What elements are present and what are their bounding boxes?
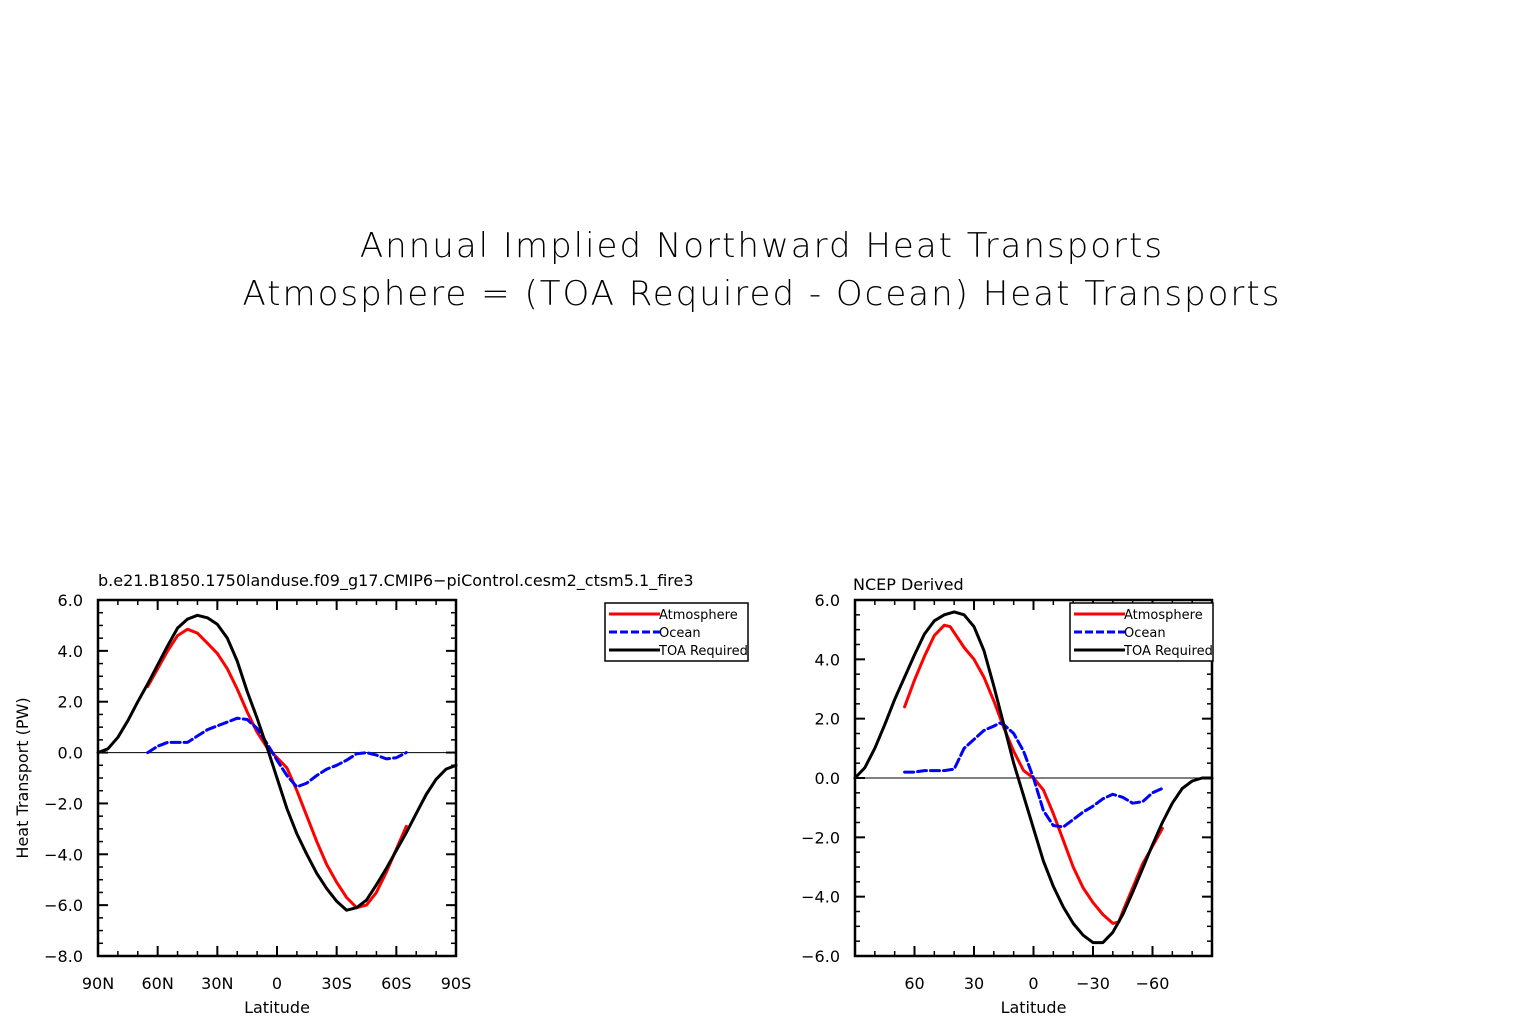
series-line-ocean: [903, 721, 1164, 829]
y-tick-label: 2.0: [815, 710, 840, 729]
y-tick-label: −6.0: [44, 896, 83, 915]
chart-title: b.e21.B1850.1750landuse.f09_g17.CMIP6−pi…: [98, 571, 694, 591]
plot-frame: [96, 598, 458, 958]
y-tick-label: −8.0: [44, 947, 83, 966]
y-tick-label: 0.0: [58, 744, 83, 763]
x-tick-label: 0: [272, 974, 282, 993]
chart-model: 6.0 4.0 2.0 0.0 −2.0 −4.0 −6.0 −8.0 90N 60N 30N 0 30…: [13, 571, 749, 1017]
legend-label: Atmosphere: [1124, 608, 1203, 623]
x-tick-label: 90N: [82, 974, 114, 993]
legend-label: TOA Required: [658, 644, 748, 659]
x-tick-label: 60S: [381, 974, 412, 993]
y-tick-label: 0.0: [815, 769, 840, 788]
x-tick-label: 60N: [142, 974, 174, 993]
x-axis-label: Latitude: [1001, 998, 1067, 1017]
page-title: Annual Implied Northward Heat Transports…: [0, 222, 1524, 318]
x-tick-label: −30: [1076, 974, 1110, 993]
chart-ncep: 6.0 4.0 2.0 0.0 −2.0 −4.0 −6.0 60 30 0 −30 −60 NCEP …: [801, 575, 1214, 1017]
series-line-toa-required: [96, 613, 458, 912]
y-tick-label: 6.0: [815, 591, 840, 610]
page-title-line1: Annual Implied Northward Heat Transports: [359, 226, 1165, 266]
series-line-atmosphere: [903, 623, 1164, 925]
legend-label: Ocean: [1124, 626, 1166, 641]
y-tick-label: 2.0: [58, 693, 83, 712]
legend: Atmosphere Ocean TOA Required: [604, 602, 749, 662]
y-axis-label: Heat Transport (PW): [13, 697, 32, 858]
plot-frame: [853, 598, 1214, 958]
y-tick-label: −4.0: [44, 845, 83, 864]
legend-label: TOA Required: [1123, 644, 1213, 659]
series-line-ocean: [146, 716, 408, 789]
y-tick-label: 4.0: [58, 642, 83, 661]
x-tick-label: 30N: [201, 974, 233, 993]
x-tick-label: 30: [964, 974, 984, 993]
x-tick-label: 0: [1028, 974, 1038, 993]
y-tick-label: 4.0: [815, 650, 840, 669]
x-tick-label: −60: [1136, 974, 1170, 993]
y-tick-label: 6.0: [58, 591, 83, 610]
legend: Atmosphere Ocean TOA Required: [1069, 602, 1214, 662]
legend-label: Atmosphere: [659, 608, 738, 623]
legend-label: Ocean: [659, 626, 701, 641]
x-tick-label: 30S: [321, 974, 352, 993]
y-tick-label: −2.0: [44, 794, 83, 813]
chart-title: NCEP Derived: [853, 575, 964, 594]
x-tick-label: 90S: [441, 974, 472, 993]
y-tick-label: −2.0: [801, 828, 840, 847]
series-line-atmosphere: [146, 627, 408, 910]
x-tick-label: 60: [904, 974, 924, 993]
series-line-toa-required: [853, 610, 1214, 945]
page-title-line2: Atmosphere = (TOA Required - Ocean) Heat…: [242, 274, 1282, 314]
x-axis-label: Latitude: [244, 998, 310, 1017]
y-tick-label: −6.0: [801, 947, 840, 966]
y-tick-label: −4.0: [801, 888, 840, 907]
